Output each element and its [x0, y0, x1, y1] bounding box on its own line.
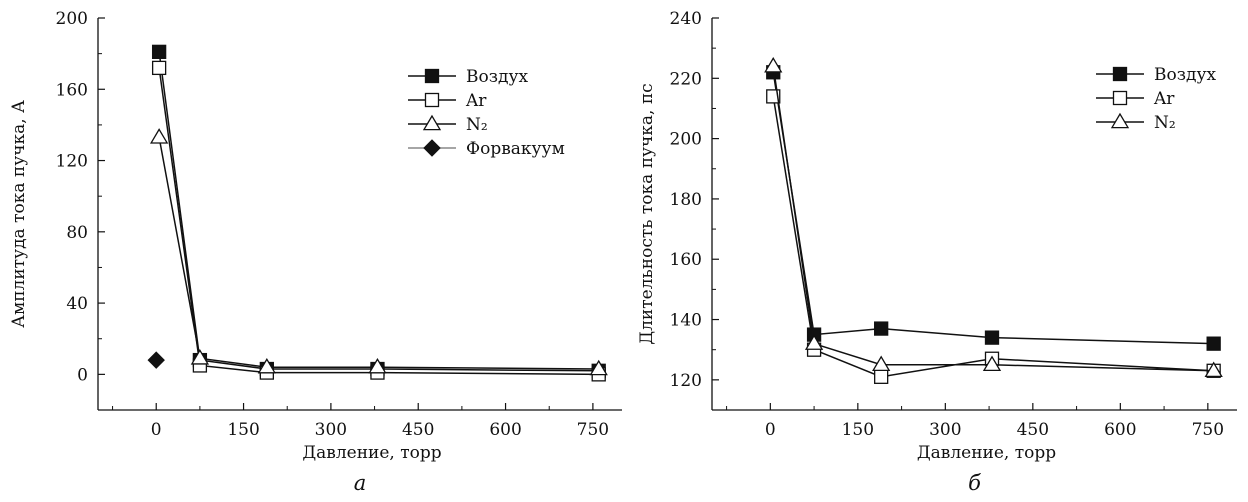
x-tick-label: 150 [842, 420, 874, 440]
series-line [772, 66, 1214, 372]
data-point [151, 60, 167, 76]
legend: Воздух Ar N₂ Форвакуум [408, 67, 565, 159]
data-point [257, 357, 276, 374]
y-tick-label: 0 [77, 365, 88, 385]
y-axis-label: Амплитуда тока пучка, А [9, 100, 29, 328]
legend-marker-ar [1112, 90, 1128, 106]
series-line [772, 72, 1214, 345]
legend-label-vozdukh: Воздух [466, 67, 528, 87]
x-axis-label: Давление, торр [917, 443, 1056, 463]
data-point [872, 355, 891, 372]
y-tick-label: 180 [670, 190, 702, 210]
y-tick-label: 200 [56, 9, 88, 29]
x-tick-label: 300 [315, 420, 347, 440]
chart-panel-b: 0 150 300 450 600 750 120 140 160 180 200 220 240 Дав… [637, 9, 1237, 495]
series-n2 [149, 128, 608, 376]
x-tick-label: 750 [577, 420, 609, 440]
series-vozdukh [766, 65, 1221, 351]
legend-label-ar: Ar [465, 91, 487, 111]
y-tick-label: 40 [66, 294, 88, 314]
data-point [589, 359, 608, 376]
legend-marker-vozdukh [1112, 66, 1128, 82]
legend-label-ar: Ar [1153, 89, 1175, 109]
data-point [874, 369, 889, 384]
x-tick-label: 300 [929, 420, 961, 440]
data-point [149, 128, 169, 144]
data-point [147, 351, 165, 369]
data-point [1206, 336, 1221, 351]
y-tick-label: 160 [56, 80, 88, 100]
y-tick-label: 200 [670, 130, 702, 150]
y-tick-label: 120 [56, 152, 88, 172]
series-ar [151, 60, 606, 382]
data-point [368, 357, 387, 374]
series-line [158, 67, 599, 376]
y-tick-label: 220 [670, 69, 702, 89]
y-tick-label: 140 [670, 311, 702, 331]
x-tick-label: 450 [402, 420, 434, 440]
data-point [764, 56, 783, 73]
x-tick-label: 0 [151, 420, 162, 440]
x-axis-label: Давление, торр [302, 443, 441, 463]
legend-marker-ar [424, 92, 440, 108]
panel-letter: б [968, 471, 981, 495]
legend-label-n2: N₂ [1154, 113, 1176, 133]
series-n2 [764, 56, 1223, 378]
x-tick-label: 450 [1017, 420, 1049, 440]
data-point [1204, 361, 1223, 378]
x-tick-label: 600 [489, 420, 521, 440]
data-point [190, 349, 210, 365]
x-tick-label: 0 [765, 420, 776, 440]
y-axis-label: Длительность тока пучка, пс [637, 83, 657, 344]
legend-marker-n2 [1110, 112, 1130, 129]
data-point [982, 355, 1002, 372]
panel-letter: а [354, 471, 367, 495]
series-forvakuum [147, 351, 165, 369]
legend-label-forvakuum: Форвакуум [466, 139, 565, 159]
x-tick-label: 150 [227, 420, 259, 440]
data-point [151, 44, 167, 60]
legend-marker-n2 [422, 114, 442, 131]
chart-panel-a: 0 150 300 450 600 750 0 40 80 120 160 200 Давление, … [9, 9, 622, 495]
legend-marker-forvakuum [423, 139, 441, 157]
y-tick-label: 240 [670, 9, 702, 29]
y-tick-label: 160 [670, 250, 702, 270]
data-point [984, 330, 1000, 345]
data-point [804, 334, 824, 350]
x-tick-label: 750 [1192, 420, 1224, 440]
series-vozdukh [151, 44, 606, 378]
x-tick-label: 600 [1104, 420, 1136, 440]
legend-label-vozdukh: Воздух [1154, 65, 1216, 85]
data-point [874, 321, 889, 336]
series-line [158, 51, 599, 372]
legend: Воздух Ar N₂ [1096, 65, 1216, 133]
legend-label-n2: N₂ [466, 115, 488, 135]
y-tick-label: 120 [670, 371, 702, 391]
series-line [158, 137, 599, 370]
legend-marker-vozdukh [424, 68, 440, 84]
y-tick-label: 80 [66, 223, 88, 243]
